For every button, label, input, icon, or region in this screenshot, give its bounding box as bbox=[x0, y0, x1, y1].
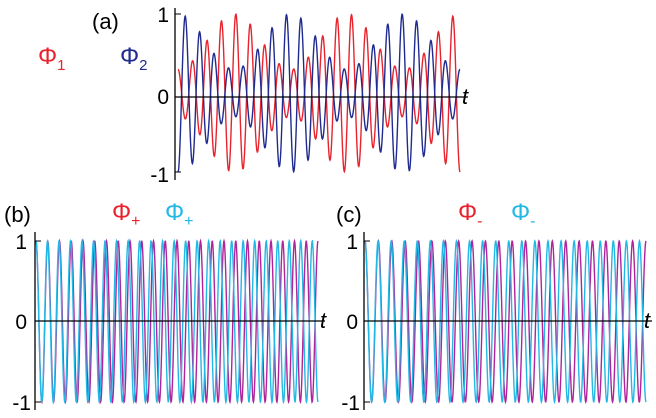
panel-c-legend-1-symbol: Φ bbox=[458, 199, 477, 226]
panel-a-ytick-label-1: 1 bbox=[157, 4, 169, 27]
panel-c-line-magenta bbox=[364, 238, 647, 405]
panel-c-ytick-label-neg1: -1 bbox=[341, 392, 360, 415]
panel-a-ytick-label-0: 0 bbox=[157, 86, 169, 109]
panel-b-ytick-label-1: 1 bbox=[15, 231, 27, 254]
panel-a-plot bbox=[177, 13, 461, 174]
panel-b-ytick-label-0: 0 bbox=[15, 311, 27, 334]
panel-b-series-magenta bbox=[35, 238, 319, 404]
panel-a-legend-1-sub: 1 bbox=[57, 57, 65, 74]
panel-b: (b) Φ+ Φ+ 1 0 -1 t bbox=[4, 199, 327, 415]
panel-b-legend-1-symbol: Φ bbox=[112, 199, 131, 226]
panel-b-line-magenta bbox=[35, 238, 319, 404]
panel-c-legend-2-sub: - bbox=[530, 213, 535, 230]
panel-c-series-magenta bbox=[364, 238, 647, 405]
panel-c-label: (c) bbox=[336, 202, 362, 227]
panel-a-legend-2: Φ2 bbox=[120, 43, 148, 74]
panel-a-series-phi2 bbox=[177, 13, 461, 174]
panel-c-ytick-label-1: 1 bbox=[346, 231, 358, 254]
panel-c-legend-2: Φ- bbox=[511, 199, 535, 230]
panel-a: (a) Φ1 Φ2 1 0 -1 t bbox=[38, 4, 469, 187]
panel-b-legend-1-sub: + bbox=[131, 213, 140, 230]
panel-b-legend-1: Φ+ bbox=[112, 199, 141, 230]
panel-b-legend-2: Φ+ bbox=[165, 199, 194, 230]
panel-c-ytick-label-0: 0 bbox=[346, 311, 358, 334]
panel-c: (c) Φ- Φ- 1 0 -1 t bbox=[336, 199, 652, 415]
panel-a-legend-1-symbol: Φ bbox=[38, 43, 57, 70]
panel-a-ytick-label-neg1: -1 bbox=[150, 164, 169, 187]
panel-b-ytick-label-neg1: -1 bbox=[12, 392, 31, 415]
panel-a-legend-1: Φ1 bbox=[38, 43, 66, 74]
panel-b-xlabel: t bbox=[320, 308, 327, 333]
panel-a-legend-2-sub: 2 bbox=[139, 57, 147, 74]
panel-b-label: (b) bbox=[4, 202, 31, 227]
panel-b-legend-2-sub: + bbox=[184, 213, 193, 230]
panel-c-xlabel: t bbox=[644, 308, 651, 333]
panel-a-xlabel: t bbox=[462, 84, 469, 109]
panel-a-line-phi2 bbox=[177, 13, 461, 174]
panel-a-label: (a) bbox=[92, 9, 119, 34]
panel-a-legend-2-symbol: Φ bbox=[120, 43, 139, 70]
panel-c-legend-1: Φ- bbox=[458, 199, 482, 230]
panel-c-legend-1-sub: - bbox=[477, 213, 482, 230]
panel-b-legend-2-symbol: Φ bbox=[165, 199, 184, 226]
panel-c-legend-2-symbol: Φ bbox=[511, 199, 530, 226]
